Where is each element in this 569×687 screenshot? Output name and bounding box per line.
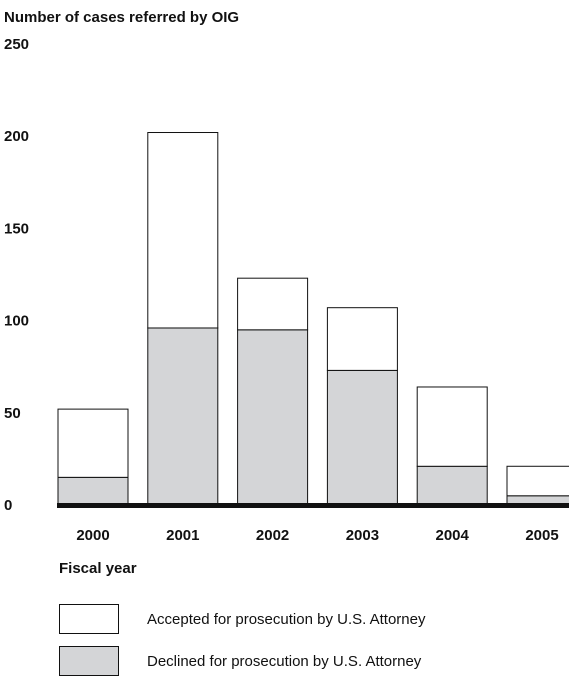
bar-declined-2001 — [147, 327, 219, 506]
x-tick-label: 2004 — [436, 527, 470, 544]
bar-declined-2002 — [237, 329, 309, 506]
legend-item-declined: Declined for prosecution by U.S. Attorne… — [59, 645, 425, 677]
y-tick-label: 100 — [4, 313, 29, 330]
y-tick-label: 150 — [4, 220, 29, 237]
bar-accepted-2002 — [237, 277, 309, 331]
bar-accepted-2003 — [326, 307, 398, 371]
bar-declined-2003 — [326, 369, 398, 506]
legend-label-declined: Declined for prosecution by U.S. Attorne… — [147, 652, 422, 670]
y-tick-label: 0 — [4, 497, 12, 514]
chart-title: Number of cases referred by OIG — [4, 9, 239, 26]
bar-declined-2000 — [57, 476, 129, 506]
x-axis-baseline — [57, 503, 569, 508]
x-tick-label: 2005 — [525, 527, 558, 544]
x-tick-label: 2003 — [346, 527, 379, 544]
x-tick-label: 2000 — [76, 527, 109, 544]
x-tick-label: 2001 — [166, 527, 199, 544]
legend: Accepted for prosecution by U.S. Attorne… — [59, 603, 425, 687]
legend-swatch-accepted — [59, 604, 119, 634]
y-tick-label: 200 — [4, 128, 29, 145]
bar-chart: Number of cases referred by OIG 0 50 100 15… — [4, 9, 569, 577]
bar-accepted-2000 — [57, 408, 129, 478]
bar-declined-2004 — [416, 465, 488, 506]
bar-accepted-2004 — [416, 386, 488, 467]
legend-item-accepted: Accepted for prosecution by U.S. Attorne… — [59, 603, 425, 635]
x-tick-label: 2002 — [256, 527, 289, 544]
legend-swatch-declined — [59, 646, 119, 676]
bar-accepted-2005 — [506, 465, 569, 497]
x-axis-ticks: 2000 2001 2002 2003 2004 2005 — [76, 527, 558, 544]
y-tick-label: 50 — [4, 405, 21, 422]
y-axis-ticks: 0 50 100 150 200 250 — [4, 36, 29, 514]
x-axis-label: Fiscal year — [59, 560, 137, 577]
bars — [57, 132, 569, 506]
y-tick-label: 250 — [4, 36, 29, 53]
legend-label-accepted: Accepted for prosecution by U.S. Attorne… — [147, 610, 426, 628]
bar-accepted-2001 — [147, 132, 219, 329]
